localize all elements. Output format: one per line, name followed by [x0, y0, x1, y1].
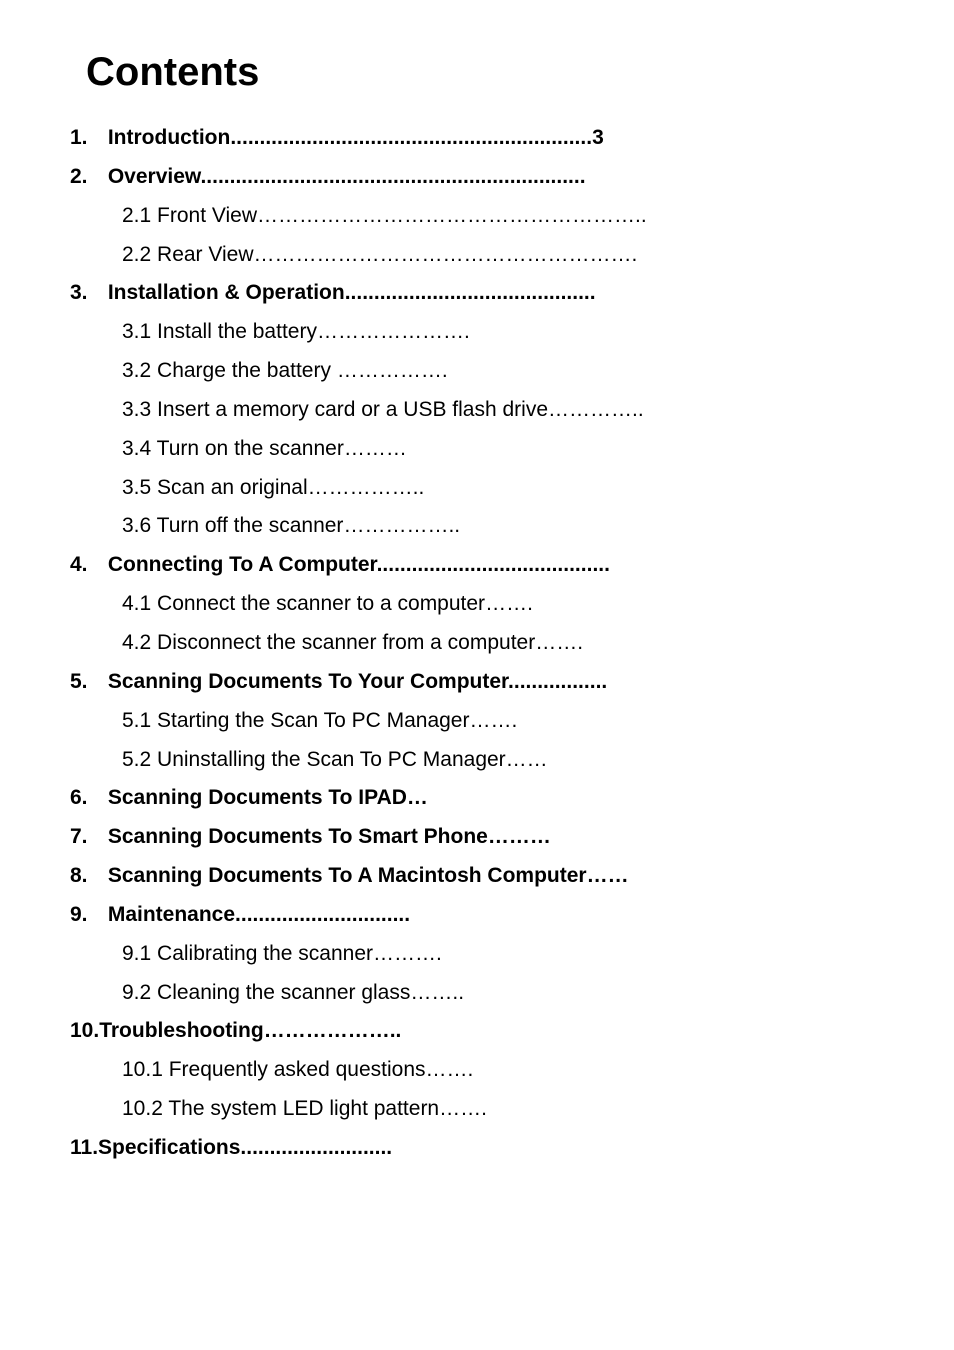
toc-entry: 9.1 Calibrating the scanner………. [122, 935, 884, 974]
toc-entry: 3.1 Install the battery…………………. [122, 313, 884, 352]
toc-entry-number: 5. [70, 663, 102, 702]
toc-entry-text: 2.2 Rear View [122, 243, 254, 266]
table-of-contents: 1. Introduction.........................… [70, 119, 884, 1168]
toc-entry: 5.1 Starting the Scan To PC Manager……. [122, 702, 884, 741]
toc-entry-dots: ……………………………………………….. [257, 204, 647, 227]
toc-entry-text: Introduction [108, 126, 230, 149]
toc-entry-page: 3 [592, 126, 604, 149]
toc-entry-number: 3. [70, 274, 102, 313]
toc-entry-text: 3.1 Install the battery [122, 320, 317, 343]
toc-entry-dots: …… [587, 864, 629, 887]
toc-entry-dots: ……… [488, 825, 551, 848]
toc-entry: 5.2 Uninstalling the Scan To PC Manager…… [122, 741, 884, 780]
toc-entry: 10.1 Frequently asked questions……. [122, 1051, 884, 1090]
toc-entry-text: 9.1 Calibrating the scanner [122, 942, 373, 965]
toc-entry-dots: ................. [508, 670, 607, 693]
toc-entry: 3. Installation & Operation.............… [70, 274, 884, 313]
toc-entry-number: 8. [70, 857, 102, 896]
toc-entry: 4.2 Disconnect the scanner from a comput… [122, 624, 884, 663]
toc-entry-text: 3.5 Scan an original [122, 476, 308, 499]
toc-entry-dots: ……. [485, 592, 533, 615]
toc-entry-dots: .............................. [235, 903, 410, 926]
toc-entry: 2.2 Rear View………………………………………………. [122, 236, 884, 275]
toc-entry-number: 6. [70, 779, 102, 818]
toc-entry-text: 3.4 Turn on the scanner [122, 437, 344, 460]
page-container: Contents 1. Introduction................… [0, 0, 954, 1350]
toc-entry-text: Scanning Documents To Your Computer [108, 670, 508, 693]
toc-entry-dots: ……… [344, 437, 407, 460]
toc-entry-text: 2.1 Front View [122, 204, 257, 227]
toc-entry-number: 4. [70, 546, 102, 585]
toc-entry: 1. Introduction.........................… [70, 119, 884, 158]
toc-entry-dots: ……. [469, 709, 517, 732]
toc-entry-dots: …………….. [343, 514, 460, 537]
toc-entry: 11.Specifications.......................… [70, 1129, 884, 1168]
toc-entry-number: 7. [70, 818, 102, 857]
toc-entry-text: 9.2 Cleaning the scanner glass [122, 981, 410, 1004]
toc-entry-number: 2. [70, 158, 102, 197]
toc-entry-text: 3.6 Turn off the scanner [122, 514, 343, 537]
toc-entry-text: 4.1 Connect the scanner to a computer [122, 592, 485, 615]
toc-entry-text: 10.1 Frequently asked questions [122, 1058, 426, 1081]
toc-entry-text: 5.2 Uninstalling the Scan To PC Manager [122, 748, 506, 771]
toc-entry-dots: ……. [535, 631, 583, 654]
toc-entry-text: 3.2 Charge the battery [122, 359, 337, 382]
toc-entry: 9. Maintenance..........................… [70, 896, 884, 935]
toc-entry-dots: ……………….. [264, 1019, 402, 1042]
toc-entry: 3.4 Turn on the scanner……… [122, 430, 884, 469]
toc-entry: 10.2 The system LED light pattern……. [122, 1090, 884, 1129]
toc-entry-text: 11.Specifications [70, 1136, 240, 1159]
toc-entry-dots: ………. [373, 942, 442, 965]
toc-entry-dots: …………………. [317, 320, 470, 343]
toc-entry-text: 3.3 Insert a memory card or a USB flash … [122, 398, 548, 421]
toc-entry: 3.6 Turn off the scanner…………….. [122, 507, 884, 546]
toc-entry: 3.3 Insert a memory card or a USB flash … [122, 391, 884, 430]
toc-entry: 8. Scanning Documents To A Macintosh Com… [70, 857, 884, 896]
toc-entry: 6. Scanning Documents To IPAD… [70, 779, 884, 818]
toc-entry-dots: .......................... [240, 1136, 392, 1159]
toc-entry-dots: ……. [426, 1058, 474, 1081]
toc-entry-text: Scanning Documents To IPAD [108, 786, 407, 809]
toc-entry: 2.1 Front View……………………………………………….. [122, 197, 884, 236]
toc-entry-dots: ........................................ [377, 553, 610, 576]
toc-entry-text: Maintenance [108, 903, 235, 926]
toc-entry: 10.Troubleshooting……………….. [70, 1012, 884, 1051]
toc-entry-dots: … [407, 786, 428, 809]
toc-entry-text: 4.2 Disconnect the scanner from a comput… [122, 631, 535, 654]
toc-entry-number: 9. [70, 896, 102, 935]
toc-entry-dots: ........................................… [345, 281, 596, 304]
toc-entry: 4.1 Connect the scanner to a computer……. [122, 585, 884, 624]
toc-entry-dots: …….. [410, 981, 464, 1004]
toc-entry-dots: ........................................… [230, 126, 592, 149]
toc-entry-dots: ………….. [548, 398, 644, 421]
toc-entry: 3.2 Charge the battery ……………. [122, 352, 884, 391]
toc-entry-dots: ……………. [337, 359, 448, 382]
toc-entry-text: Installation & Operation [108, 281, 345, 304]
toc-entry-text: Scanning Documents To Smart Phone [108, 825, 488, 848]
toc-entry-dots: ………………………………………………. [254, 243, 638, 266]
toc-entry-number: 1. [70, 119, 102, 158]
toc-entry: 7. Scanning Documents To Smart Phone……… [70, 818, 884, 857]
toc-entry: 3.5 Scan an original…………….. [122, 469, 884, 508]
toc-entry-text: Connecting To A Computer [108, 553, 377, 576]
toc-entry-text: Overview [108, 165, 201, 188]
toc-entry-dots: …………….. [308, 476, 425, 499]
toc-entry: 2. Overview.............................… [70, 158, 884, 197]
toc-entry-dots: ……. [439, 1097, 487, 1120]
toc-entry: 4. Connecting To A Computer.............… [70, 546, 884, 585]
toc-entry-dots: ........................................… [200, 165, 585, 188]
toc-entry: 9.2 Cleaning the scanner glass…….. [122, 974, 884, 1013]
toc-entry-text: 5.1 Starting the Scan To PC Manager [122, 709, 469, 732]
toc-entry: 5. Scanning Documents To Your Computer..… [70, 663, 884, 702]
toc-entry-dots: …… [506, 748, 548, 771]
toc-entry-text: 10.2 The system LED light pattern [122, 1097, 439, 1120]
contents-title: Contents [86, 50, 884, 95]
toc-entry-text: 10.Troubleshooting [70, 1019, 264, 1042]
toc-entry-text: Scanning Documents To A Macintosh Comput… [108, 864, 587, 887]
